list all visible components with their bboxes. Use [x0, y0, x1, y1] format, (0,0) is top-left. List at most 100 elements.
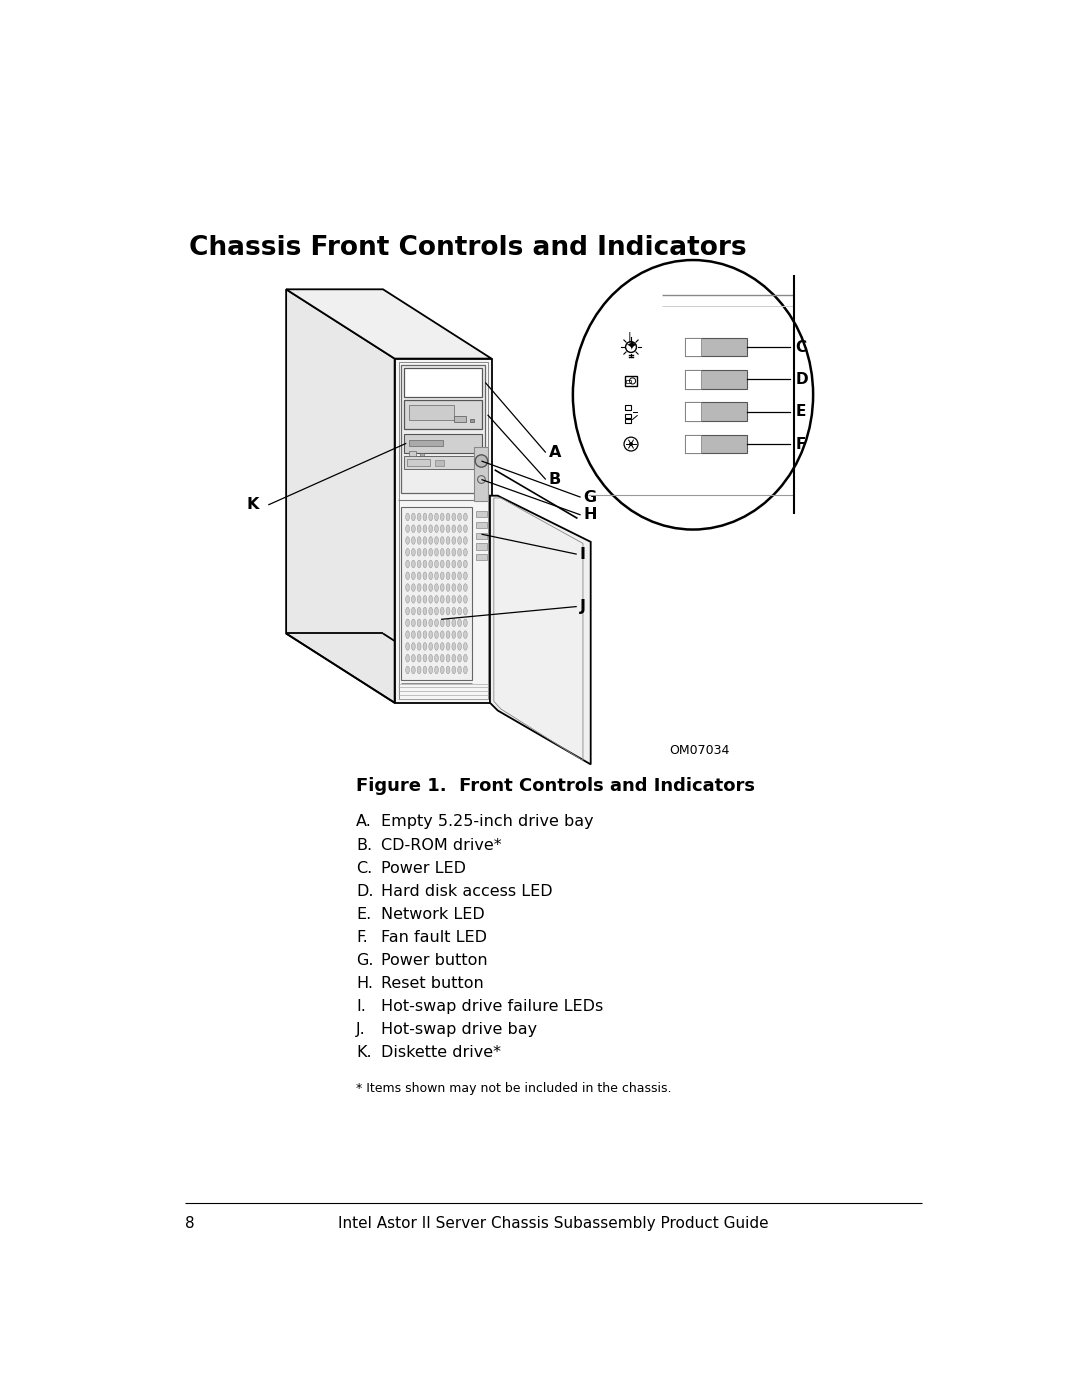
Text: F: F — [795, 437, 806, 451]
Ellipse shape — [458, 631, 461, 638]
Ellipse shape — [429, 595, 433, 604]
Bar — [408, 405, 455, 420]
Ellipse shape — [451, 631, 456, 638]
Ellipse shape — [429, 631, 433, 638]
Ellipse shape — [434, 666, 438, 673]
Bar — [685, 370, 747, 388]
Text: * Items shown may not be included in the chassis.: * Items shown may not be included in the… — [356, 1083, 672, 1095]
Ellipse shape — [406, 549, 409, 556]
Ellipse shape — [451, 525, 456, 532]
Ellipse shape — [463, 608, 468, 615]
Ellipse shape — [463, 571, 468, 580]
Bar — [625, 419, 631, 423]
Ellipse shape — [423, 560, 427, 567]
Ellipse shape — [411, 643, 415, 650]
Ellipse shape — [441, 560, 444, 567]
Ellipse shape — [417, 536, 421, 545]
Ellipse shape — [441, 608, 444, 615]
Bar — [685, 370, 701, 388]
Polygon shape — [394, 359, 491, 703]
Ellipse shape — [411, 631, 415, 638]
Ellipse shape — [417, 549, 421, 556]
Bar — [404, 400, 482, 429]
Ellipse shape — [458, 536, 461, 545]
Ellipse shape — [406, 513, 409, 521]
Ellipse shape — [411, 513, 415, 521]
Ellipse shape — [446, 643, 450, 650]
Ellipse shape — [423, 654, 427, 662]
Ellipse shape — [434, 595, 438, 604]
Ellipse shape — [446, 595, 450, 604]
Ellipse shape — [451, 560, 456, 567]
Ellipse shape — [406, 525, 409, 532]
Ellipse shape — [458, 549, 461, 556]
Ellipse shape — [446, 560, 450, 567]
Ellipse shape — [411, 584, 415, 591]
Ellipse shape — [411, 560, 415, 567]
Bar — [476, 522, 487, 528]
Bar — [420, 453, 424, 455]
Text: Hard disk access LED: Hard disk access LED — [381, 884, 553, 898]
Ellipse shape — [458, 571, 461, 580]
Ellipse shape — [451, 536, 456, 545]
Ellipse shape — [423, 666, 427, 673]
Ellipse shape — [451, 619, 456, 627]
Text: Chassis Front Controls and Indicators: Chassis Front Controls and Indicators — [189, 236, 747, 261]
Ellipse shape — [406, 571, 409, 580]
Ellipse shape — [411, 666, 415, 673]
Ellipse shape — [417, 654, 421, 662]
Ellipse shape — [429, 536, 433, 545]
Ellipse shape — [463, 549, 468, 556]
Text: C: C — [795, 339, 807, 355]
Ellipse shape — [451, 549, 456, 556]
Ellipse shape — [441, 595, 444, 604]
Bar — [408, 451, 416, 455]
Bar — [685, 338, 747, 356]
Ellipse shape — [423, 549, 427, 556]
Text: C.: C. — [356, 861, 373, 876]
Ellipse shape — [463, 513, 468, 521]
Ellipse shape — [446, 549, 450, 556]
Ellipse shape — [458, 619, 461, 627]
Ellipse shape — [451, 654, 456, 662]
Bar — [476, 543, 487, 549]
Ellipse shape — [441, 654, 444, 662]
Ellipse shape — [463, 654, 468, 662]
Ellipse shape — [417, 608, 421, 615]
Ellipse shape — [417, 619, 421, 627]
Ellipse shape — [446, 525, 450, 532]
Ellipse shape — [434, 584, 438, 591]
Ellipse shape — [434, 525, 438, 532]
Text: J.: J. — [356, 1023, 366, 1038]
Bar — [685, 338, 701, 356]
Bar — [625, 405, 631, 411]
Text: K.: K. — [356, 1045, 372, 1060]
Ellipse shape — [458, 643, 461, 650]
Ellipse shape — [446, 631, 450, 638]
Ellipse shape — [406, 608, 409, 615]
Text: OM07034: OM07034 — [670, 743, 730, 757]
Ellipse shape — [463, 584, 468, 591]
Ellipse shape — [451, 595, 456, 604]
Ellipse shape — [417, 513, 421, 521]
Text: K: K — [246, 497, 259, 513]
Ellipse shape — [411, 525, 415, 532]
Text: F.: F. — [356, 930, 367, 944]
Text: B.: B. — [356, 838, 372, 852]
Ellipse shape — [423, 525, 427, 532]
Ellipse shape — [429, 643, 433, 650]
Ellipse shape — [406, 619, 409, 627]
Text: Empty 5.25-inch drive bay: Empty 5.25-inch drive bay — [381, 814, 594, 830]
Ellipse shape — [423, 571, 427, 580]
Bar — [408, 440, 444, 447]
Text: Reset button: Reset button — [381, 977, 484, 990]
Ellipse shape — [423, 595, 427, 604]
Ellipse shape — [572, 260, 813, 529]
Ellipse shape — [429, 560, 433, 567]
Ellipse shape — [446, 513, 450, 521]
Ellipse shape — [406, 654, 409, 662]
Bar — [625, 380, 631, 383]
Ellipse shape — [411, 608, 415, 615]
Ellipse shape — [417, 631, 421, 638]
Ellipse shape — [429, 571, 433, 580]
